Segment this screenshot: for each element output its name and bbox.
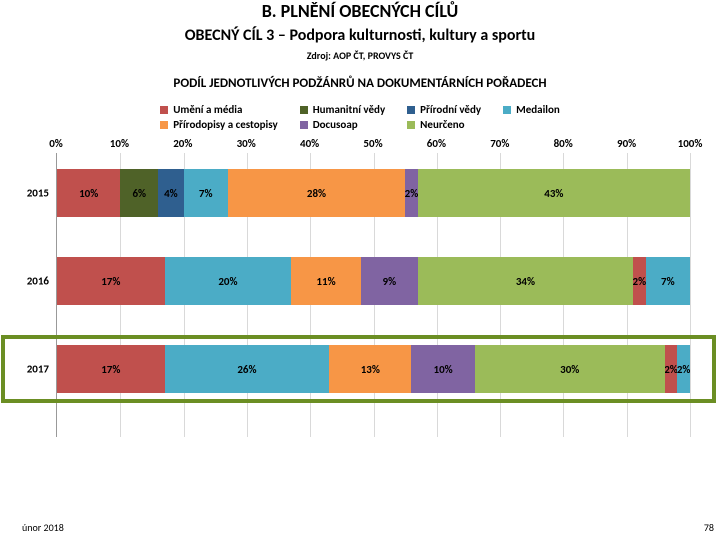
- footer-right: 78: [704, 521, 714, 534]
- bar-segment: 34%: [418, 257, 633, 305]
- bar-row: 201717%26%13%10%30%2%2%: [57, 339, 690, 399]
- stacked-bar: 17%20%11%9%34%2%7%: [57, 257, 690, 305]
- x-tick: 70%: [490, 137, 509, 150]
- bar-segment: 2%: [677, 345, 690, 393]
- x-tick: 90%: [617, 137, 636, 150]
- footer-left: únor 2018: [22, 521, 64, 534]
- legend-swatch-icon: [160, 106, 168, 114]
- bar-segment: 4%: [158, 169, 183, 217]
- x-tick: 30%: [237, 137, 256, 150]
- legend-swatch-icon: [407, 121, 415, 129]
- chart: 0%10%20%30%40%50%60%70%80%90%100% 201510…: [56, 137, 690, 437]
- bar-segment: 28%: [228, 169, 405, 217]
- legend-label: Umění a média: [173, 103, 242, 116]
- legend-label: Přírodopisy a cestopisy: [173, 118, 277, 131]
- x-tick: 80%: [554, 137, 573, 150]
- legend-swatch-icon: [160, 121, 168, 129]
- legend-swatch-icon: [503, 106, 511, 114]
- bar-segment: 26%: [165, 345, 330, 393]
- bar-segment: 13%: [329, 345, 411, 393]
- y-label: 2015: [9, 187, 49, 200]
- bar-segment: 2%: [633, 257, 646, 305]
- footer: únor 2018 78: [22, 521, 714, 534]
- legend-label: Humanitní vědy: [313, 103, 385, 116]
- bar-row: 201510%6%4%7%28%2%43%: [57, 163, 690, 223]
- stacked-bar: 17%26%13%10%30%2%2%: [57, 345, 690, 393]
- stacked-bar: 10%6%4%7%28%2%43%: [57, 169, 690, 217]
- bar-segment: 17%: [57, 345, 165, 393]
- legend-item: Humanitní vědy: [300, 103, 385, 116]
- page-title-1: B. PLNĚNÍ OBECNÝCH CÍLŮ: [0, 0, 720, 22]
- x-tick: 100%: [678, 137, 703, 150]
- legend-item: Přírodní vědy: [407, 103, 481, 116]
- bar-row: 201617%20%11%9%34%2%7%: [57, 251, 690, 311]
- plot-area: 201510%6%4%7%28%2%43%201617%20%11%9%34%2…: [56, 153, 690, 437]
- bar-segment: 7%: [646, 257, 690, 305]
- x-tick: 10%: [110, 137, 129, 150]
- bar-segment: 9%: [361, 257, 418, 305]
- bar-segment: 10%: [57, 169, 120, 217]
- bar-segment: 17%: [57, 257, 165, 305]
- x-axis: 0%10%20%30%40%50%60%70%80%90%100%: [56, 137, 690, 153]
- bar-segment: 10%: [411, 345, 474, 393]
- bar-segment: 30%: [475, 345, 665, 393]
- legend-label: Neurčeno: [420, 118, 464, 131]
- chart-subtitle: PODÍL JEDNOTLIVÝCH PODŽÁNRŮ NA DOKUMENTÁ…: [0, 76, 720, 91]
- x-tick: 60%: [427, 137, 446, 150]
- bar-segment: 20%: [165, 257, 292, 305]
- legend-item: Docusoap: [300, 118, 385, 131]
- bar-segment: 11%: [291, 257, 361, 305]
- bar-segment: 2%: [665, 345, 678, 393]
- legend-item: Přírodopisy a cestopisy: [160, 118, 277, 131]
- bar-segment: 43%: [418, 169, 690, 217]
- gridline: [690, 153, 691, 437]
- y-label: 2016: [9, 275, 49, 288]
- x-tick: 0%: [49, 137, 63, 150]
- x-tick: 20%: [173, 137, 192, 150]
- legend: Umění a média Humanitní vědy Přírodní vědy…: [0, 103, 720, 131]
- legend-swatch-icon: [300, 121, 308, 129]
- legend-item: Umění a média: [160, 103, 277, 116]
- x-tick: 50%: [363, 137, 382, 150]
- legend-label: Docusoap: [313, 118, 358, 131]
- legend-label: Medailon: [516, 103, 560, 116]
- bar-segment: 6%: [120, 169, 158, 217]
- x-tick: 40%: [300, 137, 319, 150]
- legend-item: Medailon: [503, 103, 560, 116]
- bar-segment: 7%: [184, 169, 228, 217]
- legend-item: Neurčeno: [407, 118, 481, 131]
- legend-swatch-icon: [407, 106, 415, 114]
- y-label: 2017: [9, 363, 49, 376]
- source-line: Zdroj: AOP ČT, PROVYS ČT: [0, 49, 720, 62]
- bar-segment: 2%: [405, 169, 418, 217]
- legend-label: Přírodní vědy: [420, 103, 481, 116]
- page-title-2: OBECNÝ CÍL 3 – Podpora kulturnosti, kult…: [0, 26, 720, 45]
- legend-swatch-icon: [300, 106, 308, 114]
